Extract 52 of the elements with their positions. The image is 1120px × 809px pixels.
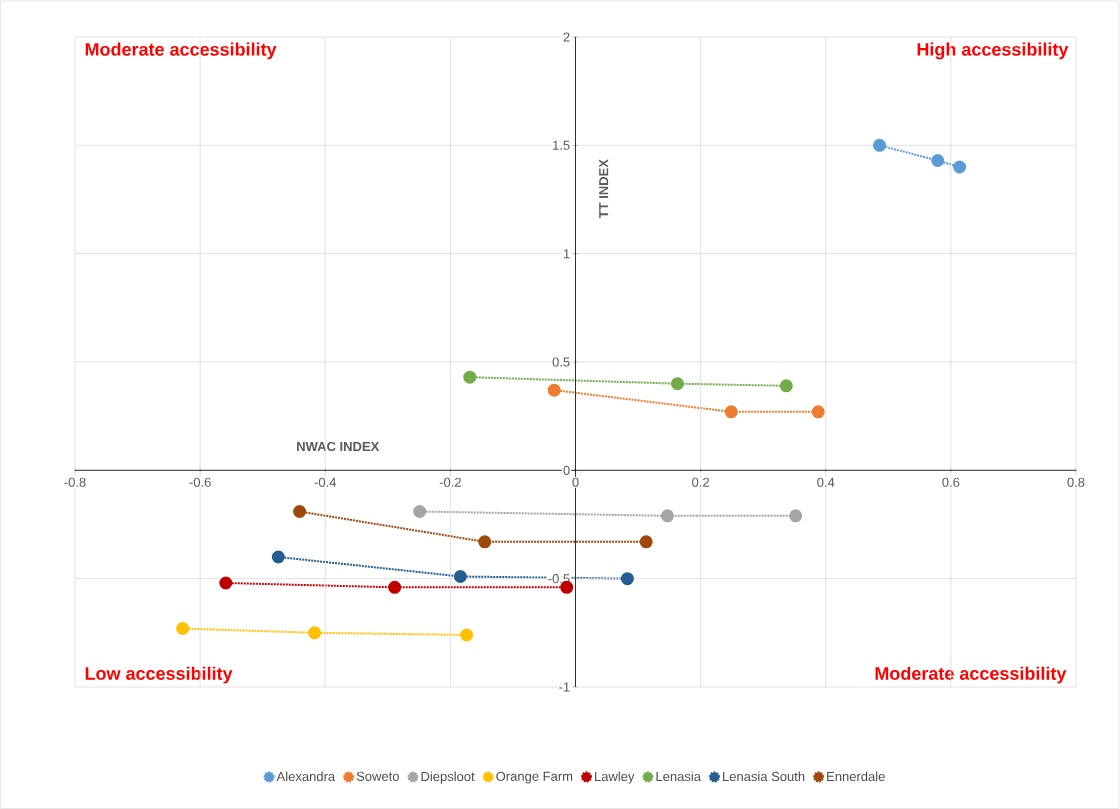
legend-label: Alexandra <box>276 771 336 782</box>
legend-label: Lawley <box>595 771 635 784</box>
point <box>463 370 477 384</box>
x-tick-label: 0.6 <box>942 477 960 487</box>
y-tick-label: 0 <box>563 465 570 475</box>
y-tick-label: 2 <box>563 32 570 42</box>
point <box>724 405 738 419</box>
point <box>388 580 402 594</box>
point <box>620 572 634 586</box>
x-tick-label: 0.8 <box>1067 477 1085 487</box>
legend-label: Ennerdale <box>827 771 885 782</box>
legend-label: Lenasia South <box>723 771 805 782</box>
x-tick-label: -0.8 <box>64 477 86 487</box>
point <box>176 621 190 635</box>
y-tick-label: 1.5 <box>553 140 570 150</box>
x-tick-label: 0.4 <box>817 477 835 487</box>
x-tick-label: -0.4 <box>314 477 337 487</box>
point <box>293 504 307 518</box>
annotation: High accessibility <box>917 42 1069 60</box>
point <box>789 509 803 523</box>
point <box>413 504 427 518</box>
x-tick-label: -0.6 <box>189 477 211 487</box>
point <box>779 379 793 393</box>
y-tick-label: 1 <box>563 249 570 259</box>
point <box>219 576 233 590</box>
point <box>670 377 684 391</box>
y-tick-label: 0.5 <box>552 357 570 367</box>
point <box>639 535 653 549</box>
y-tick-label: -1 <box>559 682 570 692</box>
annotation: Low accessibility <box>85 666 233 684</box>
x-tick-label: 0.2 <box>692 477 709 487</box>
point <box>811 405 825 419</box>
legend-label: Soweto <box>356 771 399 781</box>
x-axis-title: NWAC INDEX <box>297 441 380 452</box>
point <box>873 138 887 152</box>
point <box>931 153 945 167</box>
legend-label: Orange Farm <box>496 771 573 784</box>
point <box>478 535 492 549</box>
legend-label: Lenasia <box>656 771 701 782</box>
annotation: Moderate accessibility <box>875 666 1067 684</box>
x-tick-label: 0 <box>572 477 579 487</box>
point <box>308 626 322 640</box>
point <box>660 509 674 523</box>
annotation: Moderate accessibility <box>85 42 277 60</box>
point <box>271 550 285 564</box>
point <box>453 569 467 583</box>
x-tick-label: -0.2 <box>439 477 461 487</box>
point <box>547 383 561 397</box>
point <box>953 160 967 174</box>
y-axis-title: TT INDEX <box>599 159 609 219</box>
legend-label: Diepsloot <box>421 771 475 784</box>
point <box>460 628 474 642</box>
